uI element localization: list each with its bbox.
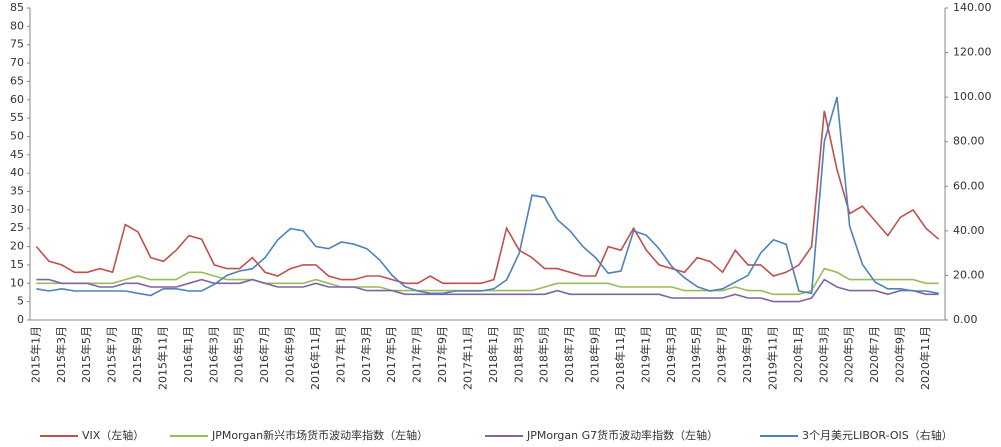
y-tick-label: 60 [10, 93, 24, 106]
y-tick-label: 30 [10, 203, 24, 216]
x-tick-label: 2015年3月 [54, 326, 68, 383]
x-tick-label: 2020年9月 [893, 326, 907, 383]
y-tick-label: 55 [10, 111, 24, 124]
x-tick-label: 2015年5月 [79, 326, 93, 383]
x-tick-label: 2015年11月 [155, 326, 169, 390]
x-tick-label: 2018年7月 [562, 326, 576, 383]
legend-label: JPMorgan新兴市场货币波动率指数（左轴） [211, 428, 428, 442]
x-tick-label: 2015年1月 [28, 326, 42, 383]
legend-label: VIX（左轴） [82, 428, 144, 442]
y-tick-label: 75 [10, 38, 24, 51]
x-tick-label: 2019年3月 [664, 326, 678, 383]
legend-label: JPMorgan G7货币波动率指数（左轴） [526, 428, 718, 442]
x-tick-label: 2019年9月 [740, 326, 754, 383]
x-tick-label: 2018年1月 [486, 326, 500, 383]
x-tick-label: 2016年7月 [257, 326, 271, 383]
x-tick-label: 2016年9月 [283, 326, 297, 383]
x-tick-label: 2020年1月 [791, 326, 805, 383]
y2-tick-label: 80.00 [953, 135, 985, 148]
y-tick-label: 50 [10, 129, 24, 142]
x-tick-label: 2017年5月 [384, 326, 398, 383]
x-tick-label: 2016年3月 [206, 326, 220, 383]
x-tick-label: 2016年5月 [232, 326, 246, 383]
y-tick-label: 5 [17, 295, 24, 308]
y-tick-label: 25 [10, 221, 24, 234]
x-tick-label: 2015年9月 [130, 326, 144, 383]
x-tick-label: 2019年5月 [689, 326, 703, 383]
y2-tick-label: 40.00 [953, 224, 985, 237]
y-tick-label: 45 [10, 148, 24, 161]
x-tick-label: 2019年7月 [715, 326, 729, 383]
series-line [35, 110, 940, 285]
x-tick-label: 2020年3月 [816, 326, 830, 383]
series-line [36, 96, 939, 297]
y2-tick-label: 100.00 [953, 90, 992, 103]
x-tick-label: 2016年1月 [181, 326, 195, 383]
x-tick-label: 2017年9月 [435, 326, 449, 383]
y-tick-label: 10 [10, 276, 24, 289]
y-tick-label: 35 [10, 185, 24, 198]
x-tick-label: 2018年5月 [537, 326, 551, 383]
x-tick-label: 2020年5月 [842, 326, 856, 383]
legend-label: 3个月美元LIBOR-OIS（右轴） [802, 428, 953, 442]
x-tick-label: 2020年7月 [867, 326, 881, 383]
x-tick-label: 2017年7月 [410, 326, 424, 383]
x-tick-label: 2020年11月 [918, 326, 932, 390]
y-tick-label: 70 [10, 56, 24, 69]
y-tick-label: 20 [10, 240, 24, 253]
x-tick-label: 2017年1月 [333, 326, 347, 383]
x-tick-label: 2019年11月 [765, 326, 779, 390]
x-tick-label: 2018年3月 [511, 326, 525, 383]
y2-tick-label: 60.00 [953, 179, 985, 192]
x-tick-label: 2017年11月 [460, 326, 474, 390]
x-tick-label: 2015年7月 [105, 326, 119, 383]
y2-tick-label: 0.00 [953, 313, 978, 326]
x-tick-label: 2017年3月 [359, 326, 373, 383]
series-line [36, 278, 939, 303]
y-tick-label: 0 [17, 313, 24, 326]
x-tick-label: 2018年9月 [588, 326, 602, 383]
x-tick-label: 2019年1月 [638, 326, 652, 383]
y-tick-label: 65 [10, 74, 24, 87]
y-tick-label: 85 [10, 1, 24, 14]
y-tick-label: 40 [10, 166, 24, 179]
y-tick-label: 80 [10, 19, 24, 32]
x-tick-label: 2016年11月 [308, 326, 322, 390]
y2-tick-label: 20.00 [953, 268, 985, 281]
y2-tick-label: 120.00 [953, 46, 992, 59]
y-tick-label: 15 [10, 258, 24, 271]
y2-tick-label: 140.00 [953, 1, 992, 14]
x-tick-label: 2018年11月 [613, 326, 627, 390]
